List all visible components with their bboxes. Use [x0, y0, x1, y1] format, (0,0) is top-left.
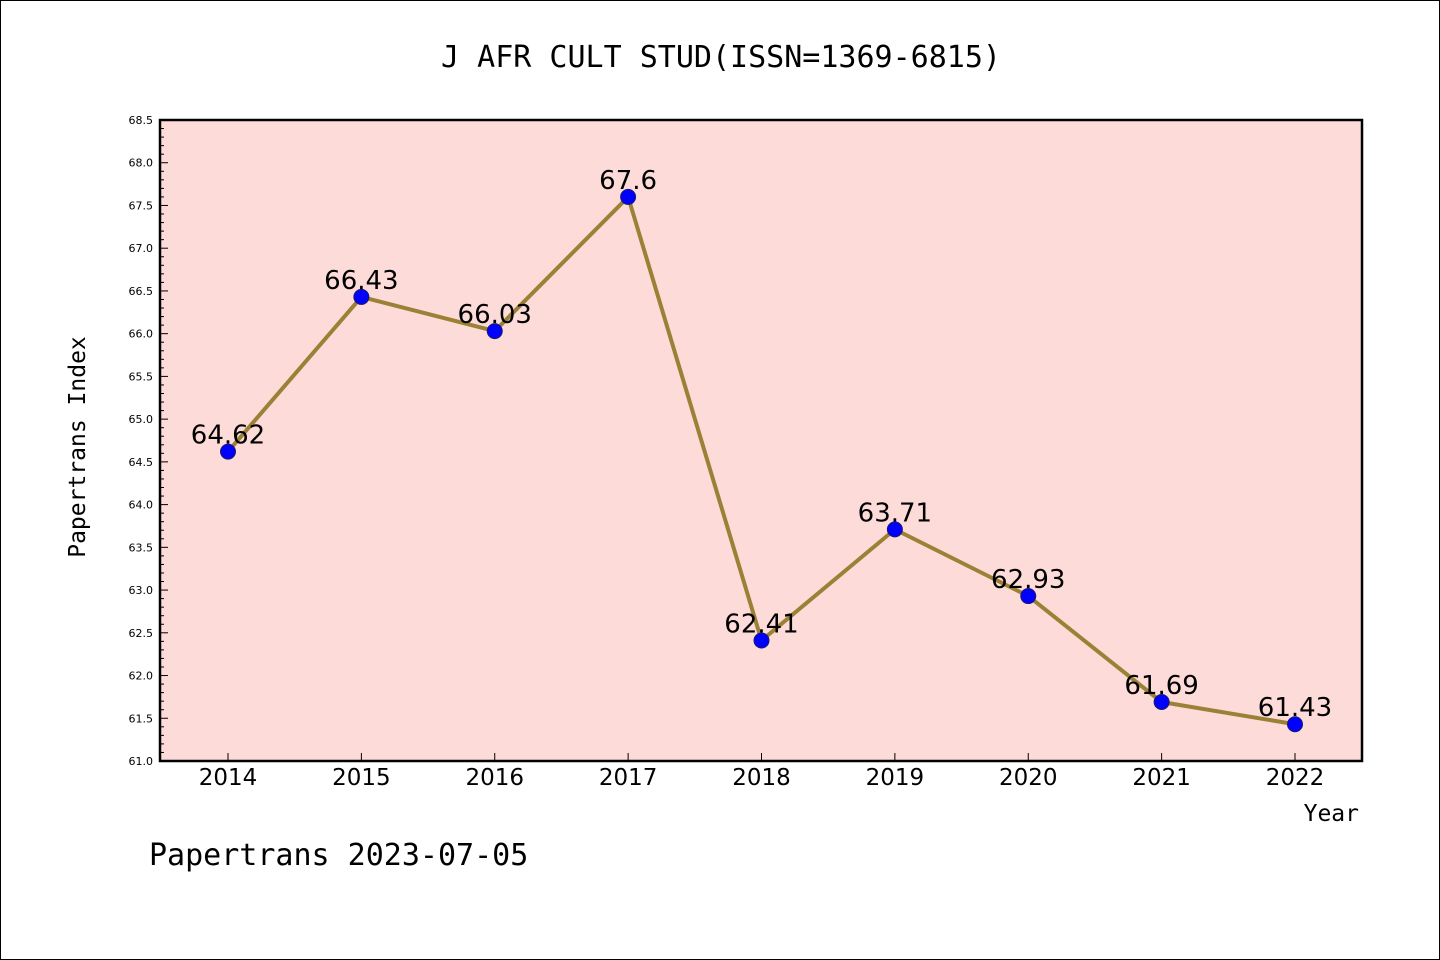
plot-border — [158, 118, 1364, 763]
y-axis-label: Papertrans Index — [65, 336, 91, 558]
data-point — [1287, 716, 1303, 733]
y-tick-label: 62.5 — [129, 627, 154, 640]
data-point — [753, 632, 770, 649]
data-label: 62.93 — [991, 565, 1065, 595]
y-tick-label: 62.0 — [129, 670, 154, 683]
x-tick-label: 2014 — [199, 765, 258, 791]
data-label: 61.69 — [1124, 671, 1198, 701]
y-tick-label: 68.5 — [129, 114, 154, 127]
data-point — [486, 323, 503, 340]
data-point — [1153, 694, 1170, 711]
y-tick-label: 65.0 — [129, 413, 154, 426]
data-label: 66.03 — [458, 300, 532, 330]
x-tick-label: 2017 — [599, 765, 658, 791]
y-tick-label: 67.0 — [129, 242, 154, 255]
x-tick-label: 2015 — [332, 765, 391, 791]
y-tick-label: 63.5 — [129, 541, 154, 554]
y-tick-label: 64.5 — [129, 456, 154, 469]
y-tick-label: 61.0 — [129, 755, 154, 768]
data-series: 64.62 66.43 66.03 67.6 62.41 63.71 62.93 61.69 6… — [191, 166, 1332, 733]
y-tick-label: 65.5 — [129, 370, 154, 383]
data-label: 62.41 — [724, 609, 798, 639]
data-point — [353, 288, 370, 305]
x-axis-label: Year — [1304, 801, 1359, 827]
x-tick-label: 2016 — [465, 765, 524, 791]
y-axis: 61.0 61.5 62.0 62.5 63.0 63.5 64.0 64.5 65.0 65.5… — [129, 114, 168, 768]
data-point — [886, 521, 903, 538]
x-tick-label: 2020 — [999, 765, 1058, 791]
data-label: 64.62 — [191, 421, 265, 451]
x-tick-label: 2018 — [732, 765, 791, 791]
x-axis: 2014 2015 2016 2017 2018 2019 2020 2021 2022 — [199, 753, 1325, 791]
x-tick-label: 2022 — [1266, 765, 1325, 791]
chart-title: J AFR CULT STUD(ISSN=1369-6815) — [441, 40, 1001, 75]
y-tick-label: 64.0 — [129, 499, 154, 512]
data-point — [620, 188, 637, 205]
data-point — [220, 443, 236, 460]
y-tick-label: 63.0 — [129, 584, 154, 597]
x-tick-label: 2019 — [866, 765, 925, 791]
y-tick-label: 66.0 — [129, 328, 154, 341]
data-label: 67.6 — [599, 166, 657, 196]
data-label: 66.43 — [324, 266, 398, 296]
y-tick-label: 66.5 — [129, 285, 154, 298]
data-label: 61.43 — [1258, 693, 1332, 723]
plot-area — [160, 120, 1362, 761]
y-tick-label: 61.5 — [129, 712, 154, 725]
data-point — [1020, 588, 1037, 605]
x-tick-label: 2021 — [1132, 765, 1191, 791]
data-label: 63.71 — [858, 498, 932, 528]
y-tick-label: 68.0 — [129, 157, 154, 170]
footer-text: Papertrans 2023-07-05 — [149, 838, 528, 873]
y-tick-label: 67.5 — [129, 199, 154, 212]
